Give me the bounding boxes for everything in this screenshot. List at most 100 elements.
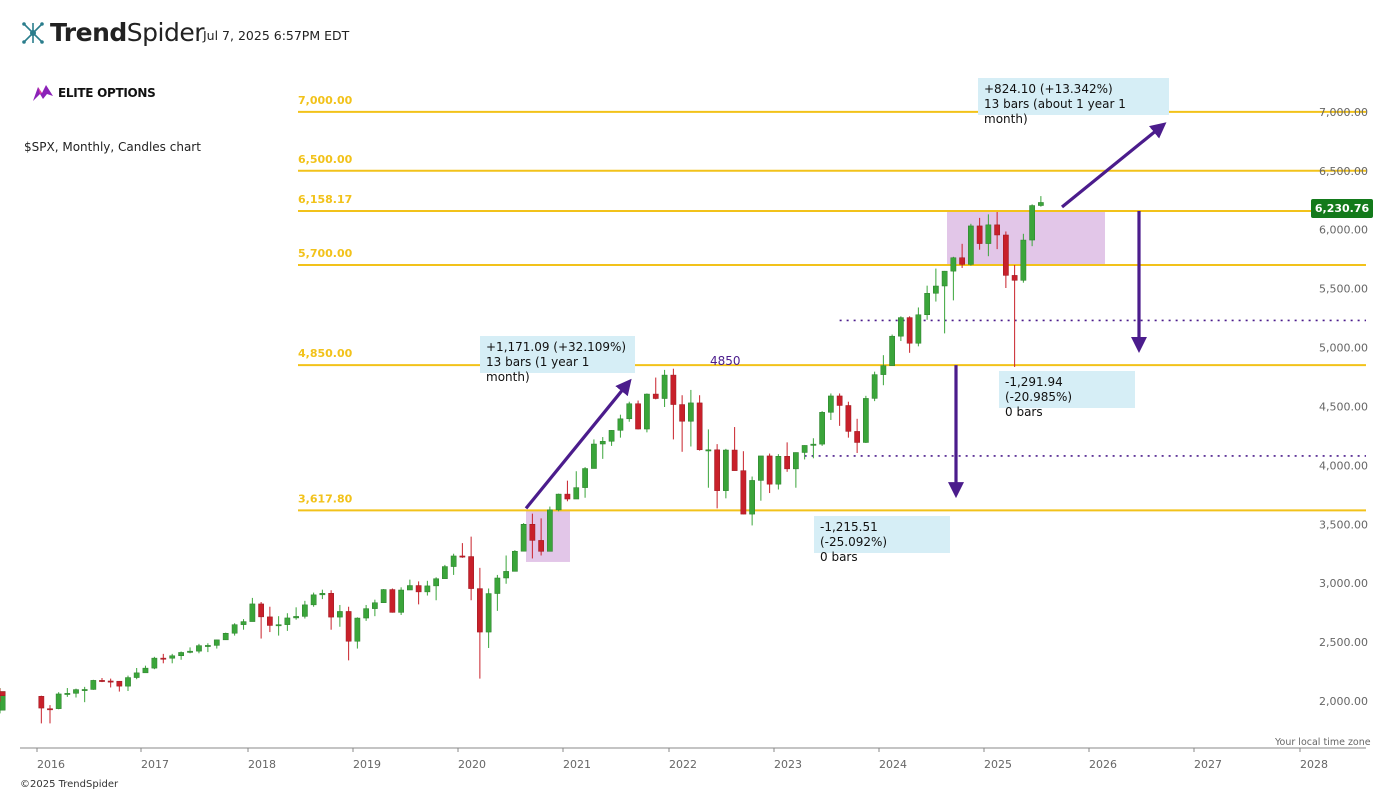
candle-body (723, 449, 729, 491)
y-tick-label: 2,500.00 (1319, 636, 1368, 649)
candle-body (512, 550, 518, 572)
candle-body (854, 431, 860, 443)
candle-body (670, 374, 677, 405)
candle-body (345, 611, 352, 642)
candle-body (880, 365, 887, 375)
candle-body (485, 593, 492, 633)
candle-body (766, 455, 773, 485)
x-tick-label: 2017 (141, 758, 169, 771)
candle-body (284, 617, 291, 625)
candle-body (293, 616, 299, 619)
candle-body (380, 589, 387, 603)
last-price-tag: 6,230.76 (1311, 199, 1373, 218)
candle-body (836, 395, 843, 406)
candle-body (363, 608, 369, 619)
candle-body (941, 270, 948, 287)
measure-label-line: -1,215.51 (-25.092%) (820, 520, 888, 549)
candle-body (249, 603, 256, 622)
candle-body (626, 403, 633, 420)
y-tick-label: 6,000.00 (1319, 224, 1368, 237)
candle-body (47, 708, 53, 711)
candle-body (819, 412, 825, 445)
measure-label-line: 0 bars (820, 550, 858, 564)
candle-body (582, 468, 588, 488)
candle-body (222, 632, 229, 641)
candle-body (310, 594, 317, 606)
candle-body (924, 293, 930, 316)
candle-body (1020, 239, 1027, 281)
candle-body (608, 430, 615, 442)
measure-label-line: 13 bars (1 year 1 month) (486, 355, 590, 384)
price-level-label: 6,158.17 (298, 193, 352, 206)
candle-body (1011, 275, 1018, 281)
candle-body (389, 589, 396, 613)
candle-body (275, 624, 282, 627)
candle-body (187, 650, 193, 653)
measure-arrow (524, 378, 632, 510)
x-tick-label: 2023 (774, 758, 802, 771)
measure-label-2020-rally: +1,171.09 (+32.109%) 13 bars (1 year 1 m… (480, 336, 635, 384)
price-level-label: 5,700.00 (298, 247, 353, 260)
candle-body (652, 393, 659, 399)
candle-body (116, 680, 123, 687)
elite-options-label: ELITE OPTIONS (58, 86, 156, 100)
candle-body (968, 225, 974, 265)
measure-label-drawdown-2: -1,215.51 (-25.092%) 0 bars (814, 516, 950, 564)
candle-body (1029, 205, 1035, 241)
chart-subtitle: $SPX, Monthly, Candles chart (24, 140, 201, 154)
candle-body (90, 680, 97, 690)
candle-body (354, 617, 361, 642)
candle-body (688, 402, 694, 422)
candle-body (547, 509, 553, 552)
candle-body (468, 556, 474, 589)
candle-body (503, 571, 509, 579)
x-tick-label: 2018 (248, 758, 276, 771)
candle-body (994, 224, 1000, 236)
x-tick-label: 2024 (879, 758, 907, 771)
candle-body (959, 257, 965, 265)
candle-body (73, 689, 79, 694)
candle-body (450, 555, 457, 567)
candle-body (950, 257, 957, 272)
candle-body (749, 480, 755, 515)
brand-header: TrendSpider (20, 18, 205, 47)
candle-body (793, 452, 799, 470)
candle-body (731, 449, 738, 471)
elite-options-logo-icon (33, 85, 53, 101)
candle-body (889, 335, 895, 366)
measure-label-projection-up: +824.10 (+13.342%) 13 bars (about 1 year… (978, 78, 1169, 126)
y-tick-label: 6,500.00 (1319, 165, 1368, 178)
candle-body (898, 317, 904, 337)
candle-body (459, 555, 466, 558)
candle-body (801, 445, 808, 453)
candle-body (810, 443, 817, 446)
measure-label-line: +824.10 (+13.342%) (984, 82, 1113, 96)
candle-body (328, 593, 334, 618)
candle-body (644, 393, 650, 430)
candle-body (477, 588, 483, 633)
candle-body (828, 395, 834, 413)
candle-body (231, 624, 238, 634)
price-level-label: 7,000.00 (298, 94, 353, 107)
measure-label-line: -1,291.94 (-20.985%) (1005, 375, 1073, 404)
candle-body (573, 487, 580, 500)
candle-body (494, 577, 501, 594)
candle-body (758, 455, 764, 481)
candle-body (55, 693, 62, 709)
candle-body (661, 374, 668, 399)
candle-body (433, 578, 439, 587)
measure-arrow (1060, 122, 1167, 209)
copyright: ©2025 TrendSpider (20, 779, 119, 790)
candle-body (635, 403, 641, 430)
x-tick-label: 2021 (563, 758, 591, 771)
y-tick-label: 7,000.00 (1319, 106, 1368, 119)
x-tick-label: 2025 (984, 758, 1012, 771)
measure-label-line: 0 bars (1005, 405, 1043, 419)
candle-body (64, 693, 71, 695)
candle-body (398, 589, 404, 613)
candle-body (679, 404, 685, 422)
candle-body (915, 314, 922, 344)
x-tick-label: 2020 (458, 758, 486, 771)
candle-body (555, 493, 562, 511)
